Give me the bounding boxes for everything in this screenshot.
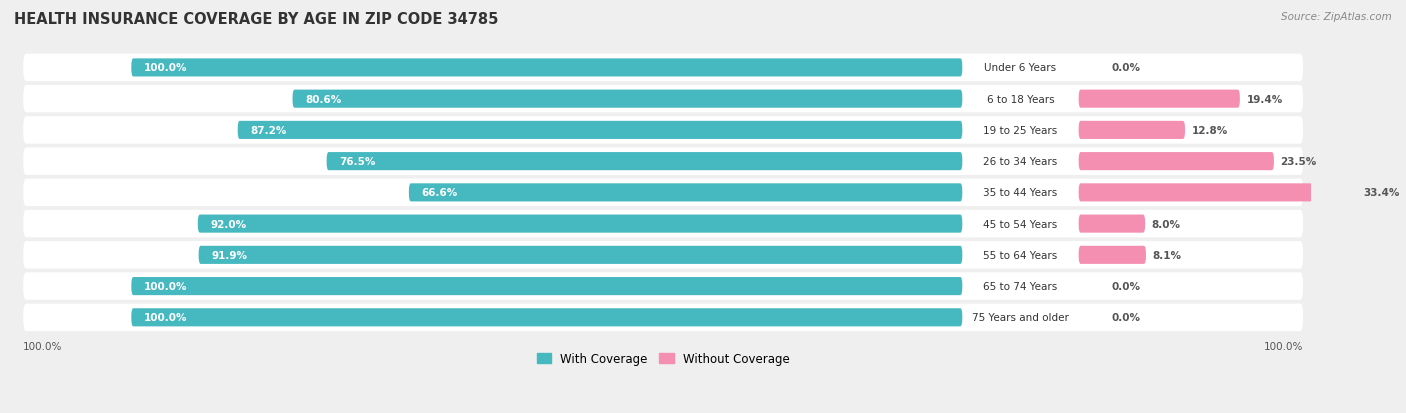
FancyBboxPatch shape: [1078, 184, 1357, 202]
FancyBboxPatch shape: [198, 215, 962, 233]
Text: 6 to 18 Years: 6 to 18 Years: [987, 95, 1054, 104]
Text: 33.4%: 33.4%: [1362, 188, 1399, 198]
Text: 76.5%: 76.5%: [339, 157, 375, 167]
FancyBboxPatch shape: [326, 153, 962, 171]
Text: 91.9%: 91.9%: [211, 250, 247, 260]
Text: HEALTH INSURANCE COVERAGE BY AGE IN ZIP CODE 34785: HEALTH INSURANCE COVERAGE BY AGE IN ZIP …: [14, 12, 499, 27]
Text: 45 to 54 Years: 45 to 54 Years: [983, 219, 1057, 229]
Text: 100.0%: 100.0%: [143, 281, 187, 292]
Text: 92.0%: 92.0%: [211, 219, 246, 229]
FancyBboxPatch shape: [24, 179, 1303, 206]
Legend: With Coverage, Without Coverage: With Coverage, Without Coverage: [531, 347, 794, 370]
FancyBboxPatch shape: [24, 55, 1303, 82]
FancyBboxPatch shape: [409, 184, 962, 202]
FancyBboxPatch shape: [24, 210, 1303, 238]
FancyBboxPatch shape: [24, 242, 1303, 269]
Text: 100.0%: 100.0%: [24, 341, 63, 351]
Text: 0.0%: 0.0%: [1112, 281, 1140, 292]
Text: 0.0%: 0.0%: [1112, 313, 1140, 323]
Text: 8.0%: 8.0%: [1152, 219, 1181, 229]
Text: 100.0%: 100.0%: [143, 313, 187, 323]
FancyBboxPatch shape: [292, 90, 962, 109]
Text: Source: ZipAtlas.com: Source: ZipAtlas.com: [1281, 12, 1392, 22]
FancyBboxPatch shape: [1078, 215, 1144, 233]
Text: 100.0%: 100.0%: [1264, 341, 1303, 351]
Text: 87.2%: 87.2%: [250, 126, 287, 135]
FancyBboxPatch shape: [24, 273, 1303, 300]
Text: Under 6 Years: Under 6 Years: [984, 63, 1056, 73]
Text: 0.0%: 0.0%: [1112, 63, 1140, 73]
FancyBboxPatch shape: [131, 309, 962, 327]
FancyBboxPatch shape: [24, 148, 1303, 176]
FancyBboxPatch shape: [198, 246, 962, 264]
FancyBboxPatch shape: [24, 304, 1303, 331]
Text: 55 to 64 Years: 55 to 64 Years: [983, 250, 1057, 260]
Text: 19 to 25 Years: 19 to 25 Years: [983, 126, 1057, 135]
Text: 26 to 34 Years: 26 to 34 Years: [983, 157, 1057, 167]
FancyBboxPatch shape: [131, 278, 962, 295]
FancyBboxPatch shape: [1078, 153, 1274, 171]
FancyBboxPatch shape: [1078, 90, 1240, 109]
FancyBboxPatch shape: [1078, 121, 1185, 140]
FancyBboxPatch shape: [238, 121, 962, 140]
Text: 100.0%: 100.0%: [143, 63, 187, 73]
FancyBboxPatch shape: [131, 59, 962, 77]
Text: 66.6%: 66.6%: [422, 188, 457, 198]
Text: 65 to 74 Years: 65 to 74 Years: [983, 281, 1057, 292]
Text: 80.6%: 80.6%: [305, 95, 342, 104]
FancyBboxPatch shape: [1078, 246, 1146, 264]
Text: 12.8%: 12.8%: [1192, 126, 1227, 135]
Text: 23.5%: 23.5%: [1281, 157, 1317, 167]
FancyBboxPatch shape: [24, 86, 1303, 113]
Text: 19.4%: 19.4%: [1247, 95, 1282, 104]
Text: 8.1%: 8.1%: [1153, 250, 1181, 260]
FancyBboxPatch shape: [24, 117, 1303, 144]
Text: 75 Years and older: 75 Years and older: [972, 313, 1069, 323]
Text: 35 to 44 Years: 35 to 44 Years: [983, 188, 1057, 198]
